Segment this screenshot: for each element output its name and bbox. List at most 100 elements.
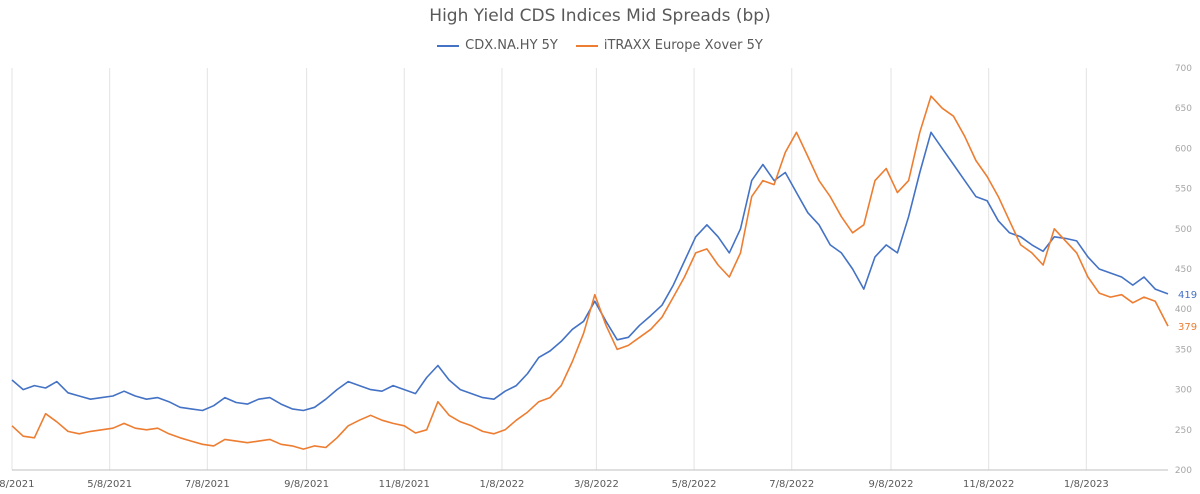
data-point-itraxx-78 xyxy=(885,167,887,169)
data-point-itraxx-67 xyxy=(762,179,764,181)
data-point-itraxx-77 xyxy=(874,179,876,181)
data-point-cdx-85 xyxy=(964,179,966,181)
data-point-cdx-56 xyxy=(638,324,640,326)
data-point-itraxx-15 xyxy=(179,437,181,439)
data-point-itraxx-54 xyxy=(616,348,618,350)
data-point-cdx-14 xyxy=(168,401,170,403)
data-point-cdx-47 xyxy=(538,356,540,358)
data-point-cdx-5 xyxy=(67,392,69,394)
legend-swatch-cdx xyxy=(437,44,460,47)
y-tick-label-2: 300 xyxy=(1175,386,1192,396)
data-point-cdx-70 xyxy=(795,191,797,193)
data-point-cdx-20 xyxy=(235,401,237,403)
data-point-itraxx-42 xyxy=(482,430,484,432)
data-point-cdx-4 xyxy=(56,380,58,382)
y-tick-label-8: 600 xyxy=(1175,144,1192,154)
data-point-cdx-82 xyxy=(930,131,932,133)
data-point-itraxx-96 xyxy=(1087,276,1089,278)
data-point-cdx-81 xyxy=(919,171,921,173)
x-tick-label-9: 9/8/2022 xyxy=(869,479,914,490)
data-point-itraxx-86 xyxy=(975,159,977,161)
data-point-itraxx-56 xyxy=(638,336,640,338)
data-point-cdx-46 xyxy=(526,372,528,374)
data-point-itraxx-44 xyxy=(504,429,506,431)
data-point-itraxx-74 xyxy=(840,216,842,218)
data-point-cdx-32 xyxy=(369,388,371,390)
data-point-itraxx-50 xyxy=(571,360,573,362)
data-point-itraxx-14 xyxy=(168,433,170,435)
data-point-cdx-23 xyxy=(269,396,271,398)
data-point-itraxx-51 xyxy=(582,332,584,334)
data-point-cdx-98 xyxy=(1109,272,1111,274)
data-point-cdx-24 xyxy=(280,403,282,405)
x-tick-label-0: 3/8/2021 xyxy=(0,479,34,490)
data-point-cdx-89 xyxy=(1008,232,1010,234)
data-point-cdx-66 xyxy=(751,179,753,181)
data-point-itraxx-82 xyxy=(930,95,932,97)
data-point-itraxx-1 xyxy=(22,435,24,437)
y-tick-label-9: 650 xyxy=(1175,104,1192,114)
data-point-itraxx-9 xyxy=(112,427,114,429)
data-point-cdx-19 xyxy=(224,396,226,398)
data-point-itraxx-39 xyxy=(448,414,450,416)
data-point-cdx-25 xyxy=(291,408,293,410)
data-point-cdx-41 xyxy=(470,392,472,394)
data-point-cdx-28 xyxy=(325,398,327,400)
data-point-itraxx-73 xyxy=(829,195,831,197)
data-point-itraxx-8 xyxy=(101,429,103,431)
data-point-cdx-93 xyxy=(1053,236,1055,238)
data-point-cdx-59 xyxy=(672,284,674,286)
data-point-itraxx-92 xyxy=(1042,264,1044,266)
data-point-itraxx-55 xyxy=(627,344,629,346)
data-point-itraxx-24 xyxy=(280,443,282,445)
data-point-cdx-69 xyxy=(784,171,786,173)
end-value-label-cdx: 419 xyxy=(1178,290,1197,301)
data-point-cdx-42 xyxy=(482,396,484,398)
data-point-itraxx-57 xyxy=(650,328,652,330)
data-point-itraxx-41 xyxy=(470,425,472,427)
legend-label-itraxx: iTRAXX Europe Xover 5Y xyxy=(603,38,763,53)
data-point-itraxx-17 xyxy=(201,443,203,445)
data-point-itraxx-12 xyxy=(145,429,147,431)
data-point-cdx-27 xyxy=(313,406,315,408)
data-point-itraxx-47 xyxy=(538,401,540,403)
data-point-itraxx-6 xyxy=(78,433,80,435)
data-point-itraxx-37 xyxy=(426,429,428,431)
data-point-cdx-73 xyxy=(829,244,831,246)
data-point-cdx-39 xyxy=(448,379,450,381)
data-point-cdx-91 xyxy=(1031,244,1033,246)
data-point-itraxx-83 xyxy=(941,107,943,109)
data-point-cdx-49 xyxy=(560,340,562,342)
legend-swatch-itraxx xyxy=(575,44,598,47)
data-point-itraxx-2 xyxy=(33,437,35,439)
data-point-cdx-16 xyxy=(190,408,192,410)
data-point-cdx-0 xyxy=(11,379,13,381)
data-point-cdx-13 xyxy=(157,396,159,398)
legend-item-itraxx: iTRAXX Europe Xover 5Y xyxy=(575,38,763,53)
data-point-cdx-76 xyxy=(863,288,865,290)
data-point-itraxx-21 xyxy=(246,442,248,444)
data-point-cdx-44 xyxy=(504,390,506,392)
data-point-itraxx-99 xyxy=(1120,294,1122,296)
data-point-itraxx-25 xyxy=(291,445,293,447)
data-point-itraxx-103 xyxy=(1167,325,1169,327)
data-point-cdx-72 xyxy=(818,224,820,226)
data-point-itraxx-62 xyxy=(706,248,708,250)
data-point-cdx-11 xyxy=(134,395,136,397)
data-point-itraxx-32 xyxy=(369,414,371,416)
data-point-itraxx-38 xyxy=(437,401,439,403)
data-point-itraxx-93 xyxy=(1053,228,1055,230)
data-point-itraxx-40 xyxy=(459,421,461,423)
data-point-cdx-48 xyxy=(549,350,551,352)
x-tick-label-3: 9/8/2021 xyxy=(284,479,329,490)
x-tick-label-8: 7/8/2022 xyxy=(769,479,814,490)
data-point-itraxx-28 xyxy=(325,446,327,448)
data-point-cdx-2 xyxy=(33,384,35,386)
data-point-itraxx-101 xyxy=(1143,296,1145,298)
x-tick-label-5: 1/8/2022 xyxy=(479,479,524,490)
x-tick-label-11: 1/8/2023 xyxy=(1064,479,1109,490)
data-point-cdx-50 xyxy=(571,328,573,330)
y-tick-label-3: 350 xyxy=(1175,345,1192,355)
y-tick-label-1: 250 xyxy=(1175,426,1192,436)
